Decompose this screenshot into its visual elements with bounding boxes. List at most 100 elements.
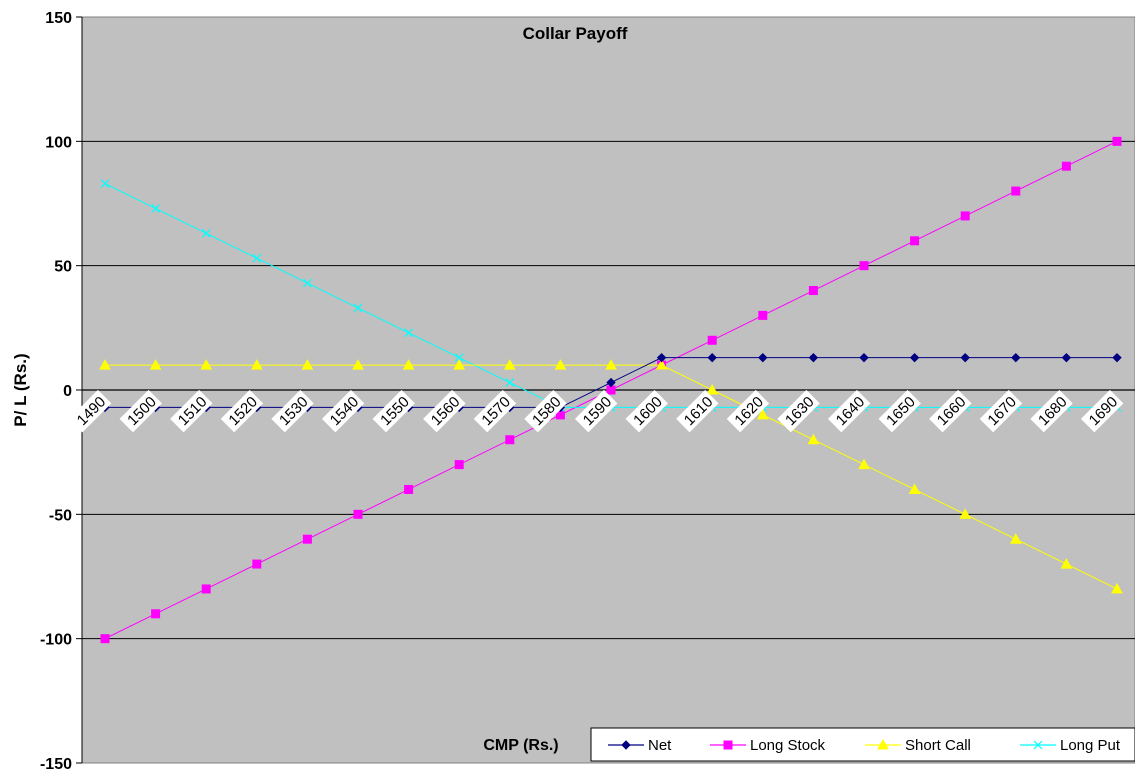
legend-item-long-put: Long Put bbox=[1020, 737, 1121, 754]
data-point bbox=[250, 359, 263, 370]
data-point bbox=[706, 383, 719, 395]
x-tick-label-bg bbox=[473, 389, 517, 433]
data-point bbox=[201, 584, 211, 594]
legend-item-short-call: Short Call bbox=[865, 737, 971, 754]
data-point bbox=[554, 359, 567, 370]
data-point bbox=[302, 278, 312, 288]
y-tick-label: 0 bbox=[63, 383, 72, 400]
data-point bbox=[100, 634, 110, 644]
data-point bbox=[454, 353, 464, 363]
data-point bbox=[758, 310, 768, 320]
data-point bbox=[1009, 533, 1022, 544]
data-point bbox=[606, 377, 616, 388]
data-point bbox=[149, 359, 162, 370]
legend-item-net: Net bbox=[608, 737, 672, 754]
y-tick-label: 150 bbox=[45, 10, 72, 27]
data-point bbox=[707, 352, 717, 363]
data-point bbox=[859, 261, 869, 271]
data-point bbox=[505, 378, 515, 387]
x-tick-label-bg bbox=[929, 389, 972, 433]
data-point bbox=[960, 352, 970, 363]
y-tick-label: 50 bbox=[54, 259, 72, 276]
data-point bbox=[252, 559, 262, 569]
x-tick-label-bg bbox=[119, 389, 162, 433]
data-point bbox=[655, 359, 668, 370]
data-point bbox=[1011, 352, 1021, 363]
x-tick-label-bg bbox=[524, 389, 567, 433]
x-tick-label-bg bbox=[1030, 389, 1073, 433]
data-point bbox=[756, 408, 769, 420]
data-point bbox=[252, 253, 262, 263]
x-tick-label-bg bbox=[979, 389, 1023, 433]
legend-label: Short Call bbox=[905, 737, 971, 754]
series-long-stock bbox=[100, 136, 1122, 644]
legend-swatch-marker bbox=[621, 740, 631, 750]
y-tick-label: -50 bbox=[49, 507, 72, 524]
x-tick-label-bg bbox=[777, 389, 820, 433]
data-point bbox=[151, 204, 161, 213]
x-tick-label-bg bbox=[423, 389, 466, 433]
x-tick-label-bg bbox=[726, 389, 770, 433]
x-tick-label-bg bbox=[271, 389, 314, 433]
chart-title: Collar Payoff bbox=[523, 24, 628, 43]
data-point bbox=[1061, 352, 1072, 363]
data-point bbox=[707, 335, 717, 345]
data-point bbox=[959, 508, 972, 519]
data-point bbox=[404, 328, 414, 338]
legend-swatch-marker bbox=[1033, 740, 1043, 750]
data-point bbox=[1061, 161, 1071, 171]
x-tick-label-bg bbox=[170, 389, 213, 433]
legend-swatch-marker bbox=[877, 738, 889, 750]
x-tick-label-bg bbox=[827, 389, 871, 433]
series-short-call bbox=[99, 359, 1123, 594]
data-point bbox=[200, 359, 213, 370]
data-point bbox=[100, 179, 110, 189]
data-point bbox=[301, 359, 314, 370]
data-point bbox=[99, 359, 111, 370]
data-point bbox=[1111, 582, 1123, 594]
data-point bbox=[302, 534, 312, 544]
x-tick-label-bg bbox=[220, 389, 264, 433]
data-point bbox=[404, 484, 414, 494]
y-axis-ticks: 150 100 50 0 -50 -100 -150 bbox=[40, 10, 1135, 771]
data-point bbox=[454, 460, 464, 470]
x-tick-label-bg bbox=[625, 389, 668, 433]
data-point bbox=[503, 359, 516, 370]
data-point bbox=[353, 303, 363, 313]
data-point bbox=[858, 458, 870, 470]
legend-label: Long Stock bbox=[750, 737, 826, 754]
data-point bbox=[960, 211, 970, 221]
x-axis-label: CMP (Rs.) bbox=[483, 737, 558, 754]
x-tick-label-bg bbox=[321, 389, 365, 433]
x-tick: 1600 bbox=[625, 389, 668, 433]
data-point bbox=[151, 609, 161, 619]
legend-label: Net bbox=[648, 737, 672, 754]
data-point bbox=[910, 236, 920, 246]
x-tick-label-bg bbox=[68, 389, 112, 433]
data-point bbox=[656, 352, 667, 363]
data-point bbox=[1011, 186, 1021, 196]
y-tick-label: 100 bbox=[45, 134, 72, 151]
data-point bbox=[1112, 136, 1122, 146]
data-point bbox=[453, 359, 466, 370]
data-point bbox=[859, 352, 869, 363]
data-point bbox=[1060, 558, 1073, 569]
x-tick-label-bg bbox=[1080, 389, 1124, 433]
data-point bbox=[605, 359, 617, 370]
data-point bbox=[353, 509, 363, 519]
data-point bbox=[1112, 352, 1122, 363]
data-point bbox=[352, 359, 364, 370]
data-point bbox=[402, 359, 415, 370]
x-tick-label-bg bbox=[574, 389, 618, 433]
data-point bbox=[908, 483, 921, 494]
legend-item-long-stock: Long Stock bbox=[710, 737, 826, 754]
y-tick-label: -100 bbox=[40, 632, 72, 649]
x-tick-label-bg bbox=[676, 389, 719, 433]
y-axis-label: P/ L (Rs.) bbox=[11, 353, 30, 426]
legend: Net Long Stock Short Call Long Put bbox=[590, 727, 1135, 762]
data-point bbox=[807, 433, 820, 445]
x-tick-label-bg bbox=[878, 389, 921, 433]
legend-swatch-marker bbox=[723, 740, 733, 750]
